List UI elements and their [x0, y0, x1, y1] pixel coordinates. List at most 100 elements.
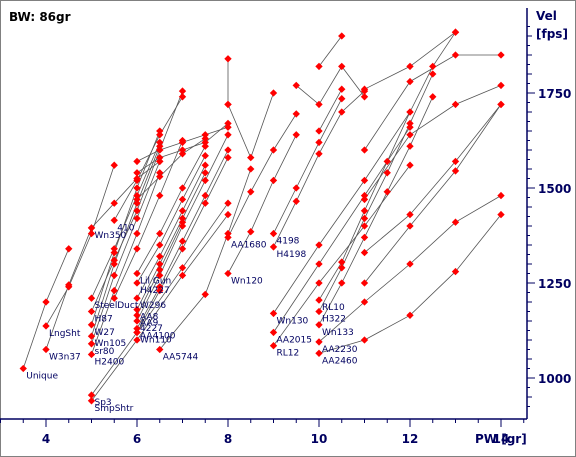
extra-series-point-10-2	[451, 100, 460, 109]
series-point-22-2	[178, 271, 187, 280]
series-label-34: AA2460	[322, 356, 358, 366]
series-label-27: Wn130	[277, 316, 309, 326]
series-point-3-3	[156, 169, 164, 177]
series-point-26-1	[292, 197, 300, 205]
series-point-12-2	[178, 184, 187, 192]
extra-series-point-12-1	[406, 222, 414, 230]
series-line-2	[45, 165, 115, 327]
series-label-0: Unique	[26, 372, 58, 382]
series-point-6-1	[110, 248, 118, 257]
series-line-9	[91, 142, 161, 299]
extra-series-point-0-3	[201, 131, 209, 139]
extra-series-point-12-0	[360, 279, 369, 287]
extra-series-point-1-1	[156, 153, 164, 162]
extra-series-line-11	[364, 104, 502, 253]
extra-series-point-2-1	[156, 172, 164, 181]
series-point-30-4	[406, 108, 414, 116]
extra-series-point-9-3	[497, 51, 505, 59]
series-point-14-2	[178, 207, 187, 215]
series-point-17-0	[133, 317, 141, 325]
extra-series-point-2-3	[201, 134, 209, 143]
extra-series-point-5-1	[315, 100, 323, 109]
series-point-25-3	[338, 95, 346, 103]
series-point-18-3	[201, 191, 209, 200]
series-point-30-0	[315, 296, 323, 304]
series-point-25-0	[269, 229, 278, 238]
series-line-29	[273, 164, 411, 346]
series-point-25-1	[292, 184, 300, 192]
series-point-11-3	[178, 93, 187, 101]
series-point-31-4	[406, 119, 414, 128]
extra-series-point-2-2	[178, 150, 187, 158]
series-line-13	[136, 155, 206, 284]
series-label-32: Wn133	[322, 328, 354, 338]
series-label-20: AA5744	[163, 353, 199, 363]
series-point-6-3	[156, 127, 164, 135]
series-point-3-0	[87, 350, 96, 359]
x-tick-label-4: 12	[402, 432, 419, 446]
series-line-20	[159, 168, 252, 350]
series-point-32-4	[406, 142, 414, 150]
extra-series-point-4-0	[224, 100, 232, 109]
extra-series-point-10-1	[406, 131, 414, 139]
series-point-17-4	[224, 131, 232, 139]
series-line-26	[273, 90, 365, 248]
series-point-2-3	[110, 161, 118, 169]
series-label-18: AA4100	[140, 332, 176, 342]
series-point-13-3	[201, 152, 209, 160]
series-label-15: AA8	[140, 313, 159, 323]
series-label-19: Wn110	[140, 335, 172, 345]
series-point-28-0	[269, 328, 278, 337]
series-point-23-1	[247, 188, 255, 196]
y-tick-label-2: 1500	[538, 182, 571, 196]
series-label-6: W27	[95, 328, 115, 338]
x-tick-label-0: 4	[42, 432, 50, 446]
series-point-4-1	[110, 271, 118, 280]
series-point-24-2	[269, 176, 278, 185]
series-point-20-0	[156, 345, 164, 354]
series-label-25: 4198	[277, 237, 300, 247]
series-point-32-5	[429, 93, 437, 101]
series-label-22: SmpShtr	[95, 404, 134, 414]
series-line-22	[91, 214, 229, 402]
y-tick-label-3: 1750	[538, 87, 571, 101]
series-point-2-0	[42, 322, 50, 330]
extra-series-point-3-0	[224, 55, 232, 63]
extra-series-line-2	[136, 138, 206, 200]
extra-series-point-9-0	[360, 146, 369, 154]
series-point-3-1	[110, 286, 118, 295]
series-point-12-1	[156, 229, 164, 238]
series-point-13-0	[133, 279, 141, 287]
series-point-34-3	[451, 267, 460, 276]
series-point-10-0	[87, 224, 96, 232]
series-point-21-0	[87, 391, 96, 399]
series-point-17-2	[178, 222, 187, 230]
series-point-33-0	[315, 338, 323, 346]
series-line-24	[227, 134, 297, 274]
series-label-11: 410	[117, 223, 134, 233]
y-axis-label-line1: Vel	[536, 9, 557, 23]
extra-series-point-1-4	[224, 119, 232, 128]
series-label-30: RL10	[322, 303, 345, 313]
series-point-33-4	[497, 191, 505, 200]
series-point-9-0	[87, 294, 96, 302]
series-point-7-0	[87, 307, 96, 316]
extra-series-point-4-1	[247, 153, 255, 162]
series-point-14-1	[156, 252, 164, 261]
series-points	[19, 28, 505, 405]
series-point-22-1	[133, 336, 141, 344]
series-point-9-1	[110, 245, 118, 253]
series-line-12	[136, 146, 206, 274]
series-point-20-3	[247, 165, 255, 173]
series-label-31: H322	[322, 315, 346, 325]
extra-series-line-6	[318, 35, 343, 67]
series-line-21	[91, 202, 229, 396]
series-point-21-3	[224, 199, 232, 207]
series-point-17-1	[156, 271, 164, 280]
series-point-0-0	[19, 364, 27, 373]
series-point-0-1	[42, 298, 50, 306]
series-line-10	[91, 161, 160, 229]
series-point-18-4	[224, 146, 232, 154]
